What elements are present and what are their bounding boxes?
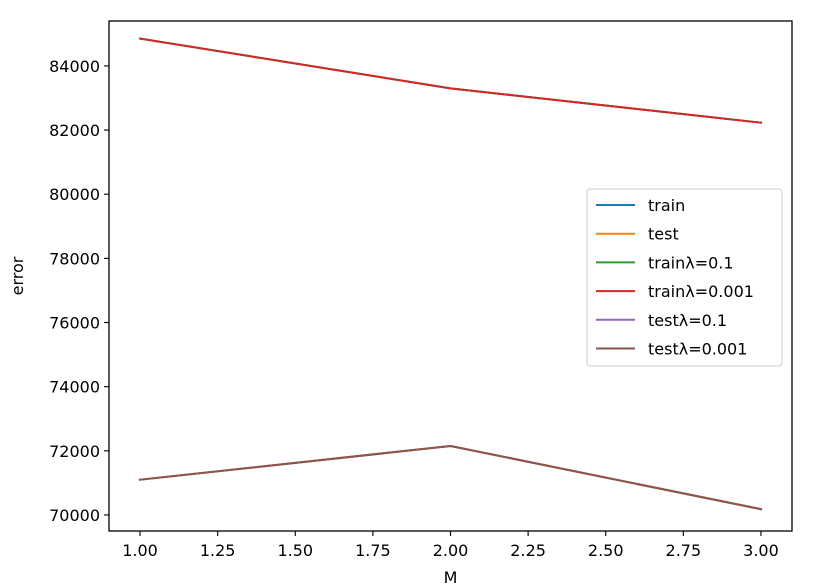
series-line-3 bbox=[138, 37, 763, 124]
x-tick-label: 3.00 bbox=[743, 541, 779, 560]
x-tick-label: 1.00 bbox=[122, 541, 158, 560]
x-tick-label: 2.75 bbox=[666, 541, 702, 560]
x-tick-label: 1.25 bbox=[200, 541, 236, 560]
y-tick-label: 78000 bbox=[49, 249, 100, 268]
y-axis-label: error bbox=[8, 256, 27, 295]
series-line-5 bbox=[138, 445, 763, 511]
x-axis: 1.00 1.25 1.50 1.75 2.00 2.25 2.50 2.75 3.00 bbox=[122, 531, 779, 560]
y-tick-label: 82000 bbox=[49, 121, 100, 140]
y-tick-label: 70000 bbox=[49, 506, 100, 525]
series-line-1 bbox=[138, 37, 763, 124]
legend-entry-label: testλ=0.001 bbox=[648, 340, 747, 359]
legend-entry-label: trainλ=0.1 bbox=[648, 253, 734, 272]
series-line-6 bbox=[138, 445, 763, 511]
series-layer bbox=[138, 37, 763, 511]
legend-box bbox=[586, 188, 783, 367]
series-line-2 bbox=[138, 445, 763, 511]
y-tick-label: 72000 bbox=[49, 442, 100, 461]
y-axis: 70000 72000 74000 76000 78000 80000 82000 84000 bbox=[49, 57, 109, 525]
series-line-4 bbox=[138, 37, 763, 124]
x-tick-label: 2.00 bbox=[433, 541, 469, 560]
x-tick-label: 2.50 bbox=[588, 541, 624, 560]
x-tick-label: 1.75 bbox=[355, 541, 391, 560]
x-axis-label: M bbox=[444, 568, 458, 586]
x-tick-label: 1.50 bbox=[277, 541, 313, 560]
y-tick-label: 76000 bbox=[49, 314, 100, 333]
legend-entry-label: train bbox=[648, 196, 685, 215]
y-tick-label: 80000 bbox=[49, 185, 100, 204]
x-tick-label: 2.25 bbox=[510, 541, 546, 560]
legend-entry-label: trainλ=0.001 bbox=[648, 282, 754, 301]
y-tick-label: 74000 bbox=[49, 378, 100, 397]
legend-entry-label: test bbox=[648, 225, 679, 244]
legend-entry-label: testλ=0.1 bbox=[648, 311, 727, 330]
legend: train test trainλ=0.1 trainλ=0.001 testλ=0.1… bbox=[586, 188, 783, 367]
y-tick-label: 84000 bbox=[49, 57, 100, 76]
